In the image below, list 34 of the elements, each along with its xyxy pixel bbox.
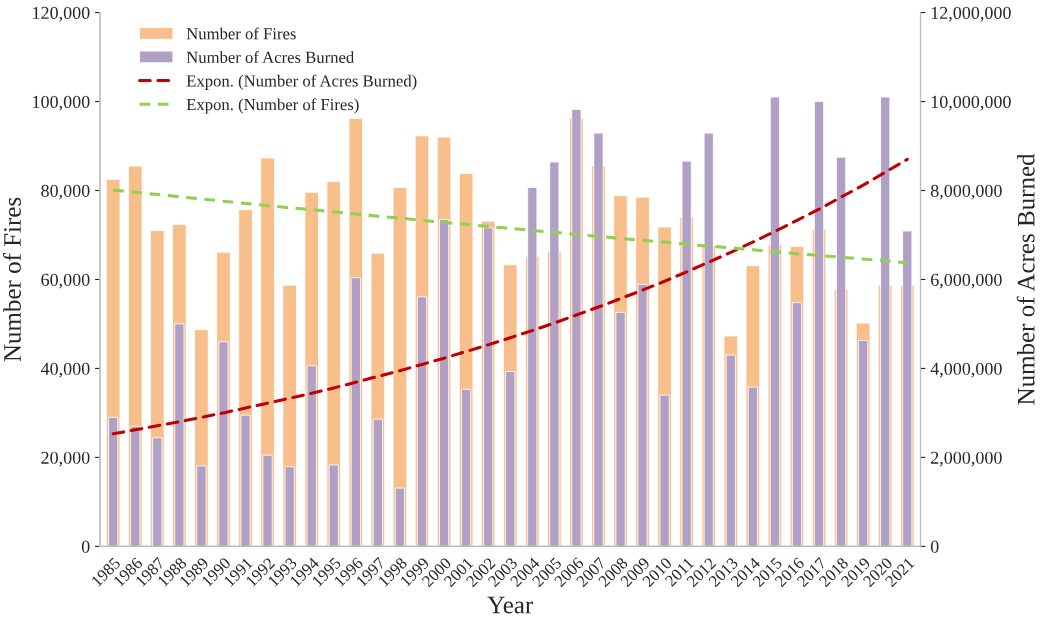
y-tick-label: 20,000: [41, 451, 90, 467]
y-tick-label: 120,000: [33, 6, 90, 22]
y-tick-label: 100,000: [33, 95, 90, 111]
bar: [593, 132, 604, 547]
y-tick-label: 0: [81, 540, 90, 553]
bar: [813, 101, 825, 547]
bar: [902, 230, 913, 547]
y2-tick-label: 8,000,000: [930, 184, 1002, 200]
legend-label: Number of Fires: [186, 27, 296, 40]
bar: [571, 109, 582, 547]
line-series: [111, 157, 909, 436]
y-axis-title: Number of Fires: [3, 197, 21, 362]
bar: [836, 156, 847, 547]
bar: [769, 96, 780, 547]
y2-tick-label: 12,000,000: [931, 6, 1011, 22]
y-tick-label: 40,000: [40, 362, 90, 378]
y-tick-label: 60,000: [41, 273, 90, 289]
y2-tick-label: 6,000,000: [931, 273, 1002, 289]
legend-label: Number of Acres Burned: [186, 51, 355, 63]
y-tick-label: 80,000: [41, 184, 90, 200]
legend-label: Expon. (Number of Fires): [186, 98, 359, 114]
bar: [527, 186, 538, 547]
legend-label: Expon. (Number of Acres Burned): [186, 74, 417, 90]
bar: [880, 96, 891, 547]
y2-tick-label: 4,000,000: [930, 362, 1002, 378]
x-axis-title: Year: [487, 596, 534, 614]
y2-tick-label: 10,000,000: [931, 95, 1011, 111]
bar: [703, 132, 714, 547]
line-series: [111, 188, 909, 265]
y2-tick-label: 2,000,000: [931, 451, 1002, 467]
y2-tick-label: 0: [930, 540, 939, 553]
bar: [681, 160, 692, 547]
y2-axis-title: Number of Acres Burned: [1016, 153, 1035, 405]
bar: [549, 161, 560, 547]
